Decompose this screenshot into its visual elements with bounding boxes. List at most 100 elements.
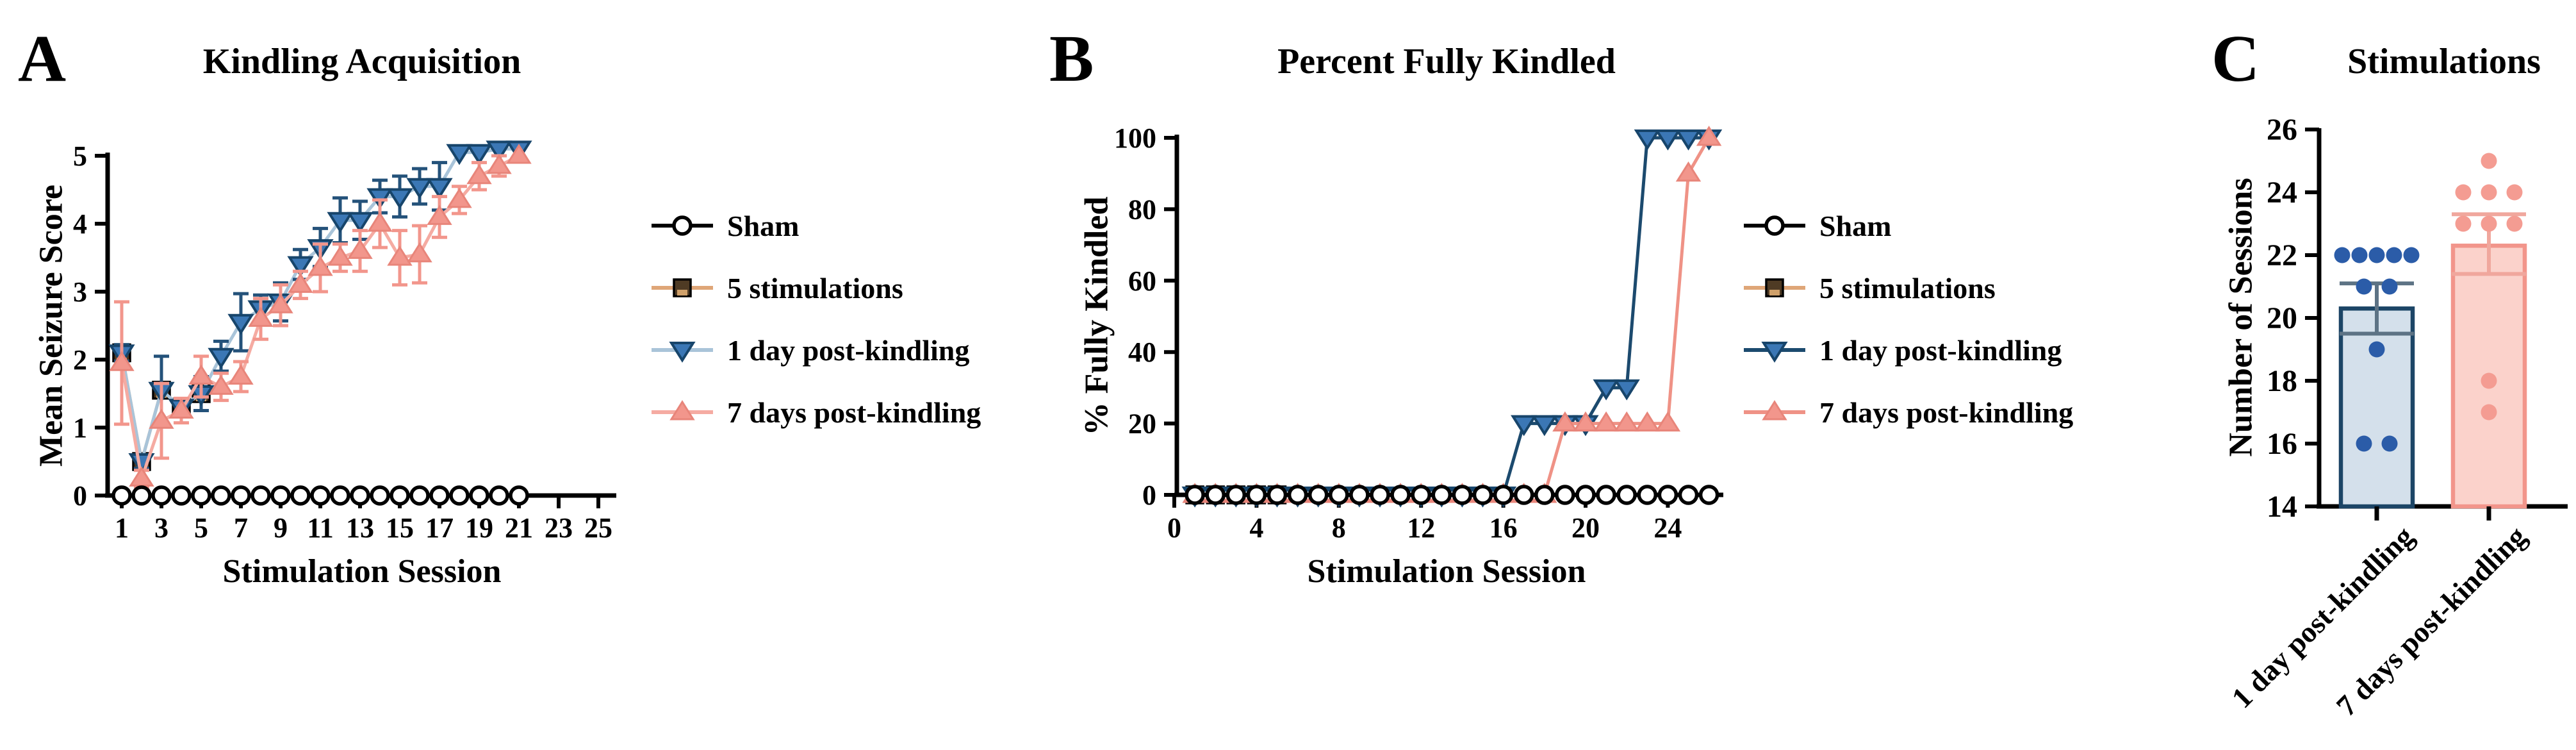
triangle-down-marker <box>327 212 354 233</box>
sham-circle-marker <box>1370 485 1390 505</box>
data-dot <box>2356 278 2372 295</box>
y-tick-label: 1 <box>73 412 87 444</box>
x-tick-label: 9 <box>274 512 288 544</box>
panel-a-xlabel: Stimulation Session <box>222 553 502 590</box>
triangle-down-marker <box>1531 415 1558 437</box>
x-tick-label: 20 <box>1571 512 1600 544</box>
triangle-up-marker <box>1675 161 1702 182</box>
triangle-up-marker <box>466 163 492 185</box>
x-tick-label: 25 <box>584 512 612 544</box>
sham-circle-marker <box>1616 485 1637 505</box>
triangle-up-marker <box>506 144 532 164</box>
series-sham <box>1185 485 1719 505</box>
triangle-up-marker <box>347 238 373 259</box>
sham-circle-marker <box>111 485 132 506</box>
y-tick-label: 20 <box>1128 408 1156 440</box>
triangle-up-marker <box>1696 126 1722 146</box>
legend-a-label-sham: Sham <box>727 210 800 242</box>
series-7-days-post-kindling <box>1182 126 1722 503</box>
triangle-up-marker <box>1614 411 1639 432</box>
y-tick-label: 0 <box>73 480 87 512</box>
panel-c-title: Stimulations <box>2347 42 2541 81</box>
legend-a-label-1-day-post-kindling: 1 day post-kindling <box>727 334 970 367</box>
legend-b-label-sham: Sham <box>1819 210 1892 242</box>
sham-circle-marker <box>1513 485 1534 505</box>
sham-circle-marker <box>390 485 410 506</box>
sham-circle-marker <box>1185 485 1205 505</box>
x-tick-label: 15 <box>386 512 414 544</box>
legend-b-label-5-stimulations: 5 stimulations <box>1819 272 1996 304</box>
triangle-down-marker <box>1761 342 1788 363</box>
series-line <box>1195 136 1709 497</box>
sham-circle-marker <box>1267 485 1288 505</box>
x-tick-label: 17 <box>425 512 454 544</box>
data-dot <box>2351 247 2368 263</box>
triangle-up-marker <box>1552 411 1578 432</box>
y-tick-label: 100 <box>1114 122 1156 154</box>
triangle-up-marker <box>248 306 274 327</box>
panel-c-plot: 14 16 18 20 22 24 26 <box>2267 113 2568 524</box>
triangle-down-marker <box>446 144 473 165</box>
series-sham <box>111 485 529 506</box>
triangle-down-marker <box>1634 129 1661 151</box>
legend-a-label-5-stimulations: 5 stimulations <box>727 272 903 304</box>
panel-b-letter: B <box>1049 22 1094 96</box>
sham-circle-marker <box>1349 485 1370 505</box>
x-tick-label: 1 <box>115 512 129 544</box>
sham-circle-marker <box>1596 485 1616 505</box>
legend-b-label-1-day-post-kindling: 1 day post-kindling <box>1819 334 2062 367</box>
sham-circle-marker <box>1678 485 1699 505</box>
sham-circle-marker <box>1390 485 1411 505</box>
sham-circle-marker <box>469 485 489 506</box>
triangle-up-marker <box>149 408 174 429</box>
data-dot <box>2506 184 2523 201</box>
y-tick-label: 0 <box>1142 479 1156 511</box>
legend-marker-1-day-post-kindling <box>1744 342 1805 363</box>
legend-marker-1-day-post-kindling <box>652 342 713 363</box>
sham-circle-marker <box>1308 485 1329 505</box>
data-dot <box>2506 215 2523 232</box>
sham-circle-marker <box>509 485 529 506</box>
triangle-down-marker <box>366 188 393 210</box>
triangle-up-marker <box>308 256 333 276</box>
triangle-down-marker <box>386 188 413 210</box>
legend-a-label-7-days-post-kindling: 7 days post-kindling <box>727 396 981 429</box>
triangle-up-marker <box>1634 411 1661 432</box>
bar-group-1-day-post-kindling <box>2334 247 2420 521</box>
data-dot <box>2481 215 2497 232</box>
triangle-down-marker <box>347 212 373 233</box>
sham-circle-marker <box>1698 485 1719 505</box>
triangle-down-marker <box>1511 415 1538 437</box>
triangle-down-marker <box>208 347 234 369</box>
y-tick-label: 40 <box>1128 337 1156 368</box>
triangle-down-marker <box>1613 379 1640 401</box>
y-tick-label: 14 <box>2267 490 2297 524</box>
y-tick-label: 5 <box>73 140 87 172</box>
sham-circle-marker <box>1637 485 1658 505</box>
sham-circle-marker <box>171 485 192 506</box>
x-tick-label: 11 <box>307 512 334 544</box>
y-tick-label: 16 <box>2267 427 2297 461</box>
triangle-up-marker <box>486 154 512 174</box>
x-tick-label: 8 <box>1332 512 1346 544</box>
triangle-down-marker <box>669 342 696 363</box>
sham-circle-marker <box>1472 485 1493 505</box>
triangle-up-marker <box>367 212 393 232</box>
y-tick-label: 26 <box>2267 113 2297 147</box>
triangle-down-marker <box>1654 129 1682 151</box>
x-tick-label: 3 <box>154 512 168 544</box>
y-tick-label: 22 <box>2267 238 2297 272</box>
data-dot <box>2481 372 2497 389</box>
sham-circle-marker <box>1411 485 1431 505</box>
triangle-up-marker <box>1655 411 1681 432</box>
x-tick-label: 0 <box>1167 512 1181 544</box>
triangle-up-marker <box>109 351 135 371</box>
x-tick-label: 24 <box>1653 512 1682 544</box>
panel-a-ylabel: Mean Seizure Score <box>33 185 70 467</box>
data-dot <box>2386 247 2402 263</box>
sham-circle-marker <box>1575 485 1596 505</box>
x-tick-label: 12 <box>1407 512 1435 544</box>
y-tick-label: 3 <box>73 276 87 308</box>
